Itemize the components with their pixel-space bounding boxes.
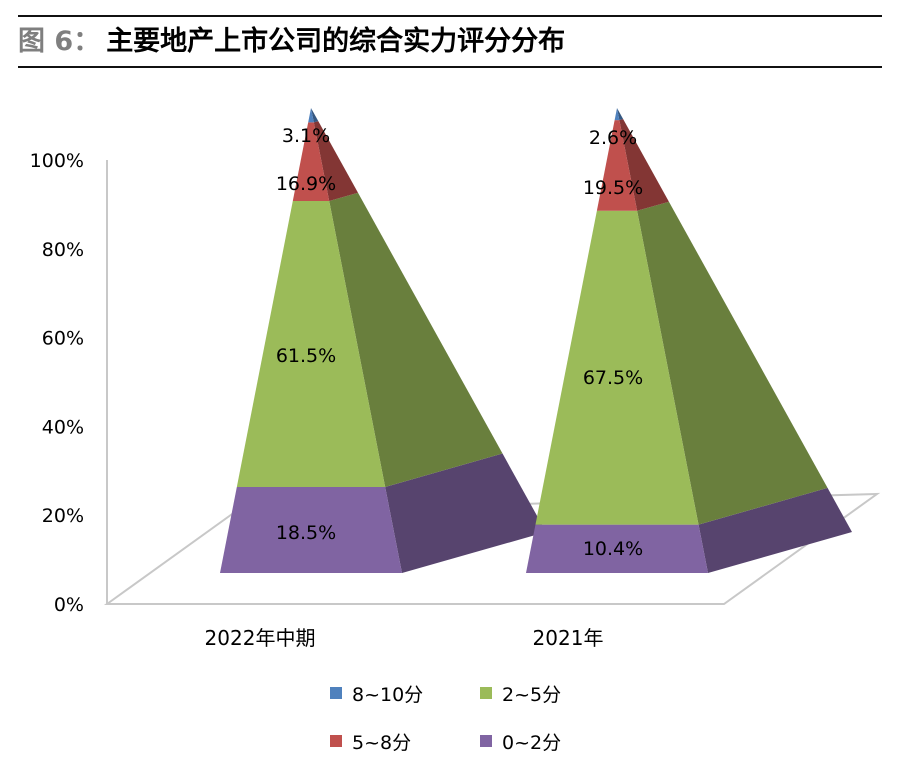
legend-swatch-0-2 [480,735,492,747]
pyramid-front-segment [292,122,330,201]
pyramid-front-segment [220,486,402,573]
y-tick-label: 0% [54,594,84,616]
pyramid-side-segment [313,121,358,201]
legend-label-8-10: 8~10分 [352,683,424,706]
legend-label-0-2: 0~2分 [502,731,562,754]
data-label: 16.9% [276,173,336,195]
pyramid-front-segment [526,524,708,573]
pyramid-front-segment [596,120,638,211]
title-colon: ： [73,26,101,57]
pyramid-side-segment [617,108,624,121]
data-label: 67.5% [583,367,643,389]
pyramid-front-segment [308,108,314,123]
y-tick-label: 80% [42,239,84,261]
figure-title: 图 6： 主要地产上市公司的综合实力评分分布 [18,22,565,62]
x-category-label: 2021年 [533,626,604,650]
y-tick-label: 60% [42,328,84,350]
x-category-label: 2022年中期 [205,626,316,650]
data-label: 3.1% [282,125,330,147]
pyramid-chart: 0% 20% 40% 60% 80% 100% 18.5% 61.5% 16.9% 3.1% 10.… [30,108,881,650]
chart-floor [103,492,881,605]
legend-item-5-8: 5~8分 [330,726,411,756]
pyramid-side-segment [329,192,503,487]
pyramid-front-segment [236,201,386,487]
pyramid-front-segment [535,210,699,525]
data-label: 19.5% [583,177,643,199]
legend-label-2-5: 2~5分 [502,683,562,706]
legend-swatch-5-8 [330,735,342,747]
legend-item-2-5: 2~5分 [480,678,561,708]
pyramid-side-segment [619,119,669,211]
legend-label-5-8: 5~8分 [352,731,412,754]
y-tick-label: 100% [30,150,84,172]
y-tick-label: 20% [42,505,84,527]
title-bottom-rule [18,66,882,68]
data-label: 61.5% [276,345,336,367]
legend-swatch-8-10 [330,687,342,699]
figure-title-text: 主要地产上市公司的综合实力评分分布 [106,26,566,57]
pyramid-side-segment [385,453,546,573]
data-label: 18.5% [276,522,336,544]
pyramid-front-segment [614,108,620,121]
y-tick-label: 40% [42,416,84,438]
pyramid-side-segment [637,201,828,525]
pyramid-side-segment [311,108,319,123]
pyramid-side-segment [698,487,852,573]
legend-item-8-10: 8~10分 [330,678,423,708]
figure-number: 图 6 [18,26,74,57]
legend-swatch-2-5 [480,687,492,699]
legend-item-0-2: 0~2分 [480,726,561,756]
data-label: 2.6% [589,127,637,149]
chart-legend: 8~10分 2~5分 5~8分 0~2分 [0,670,900,770]
data-label: 10.4% [583,538,643,560]
title-top-rule [18,15,882,17]
